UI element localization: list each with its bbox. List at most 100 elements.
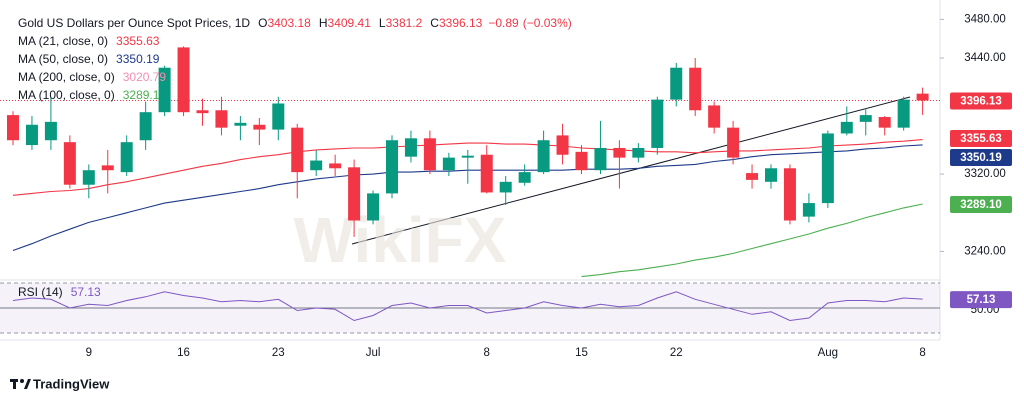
candle-body [765,168,777,182]
change-pct: (−0.03%) [523,16,572,30]
candle-body [367,193,380,221]
candle-body [783,168,796,221]
ohlc-label: L [379,16,386,30]
candle-body [329,163,342,169]
candle-body [404,138,417,157]
candle-body [916,93,929,101]
candle-body [177,47,190,113]
ohlc-label: C [430,16,439,30]
change: −0.89 [488,16,519,30]
price-badge [950,149,1012,166]
ma-legend: MA (100, close, 0) 3289.1 [18,88,160,102]
candle-body [82,170,95,185]
price-badge [950,195,1012,213]
legend-header: Gold US Dollars per Ounce Spot Prices, 1… [18,16,572,30]
ma-name: MA (21, close, 0) [18,34,108,48]
candle-body [386,140,398,194]
candle-body [196,110,209,114]
ma-line [581,203,923,278]
candle-body [632,147,645,158]
y-tick-label: 3440.00 [964,52,1006,64]
ma-line [12,139,923,196]
candle-body [859,115,872,122]
x-tick-label: 15 [575,347,588,359]
price-badge-label: 3355.63 [960,133,1002,145]
candle-body [840,121,853,134]
candle-body [537,140,550,173]
title: Gold US Dollars per Ounce Spot Prices, 1… [18,16,250,30]
ohlc-label: H [319,16,328,30]
ohlc-label: O [258,16,267,30]
x-tick-label: 9 [86,347,92,359]
ma-legend: MA (50, close, 0) 3350.19 [18,52,160,66]
candle-body [158,67,171,113]
price-badge-label: 3289.10 [960,199,1002,211]
candle-body [708,105,721,128]
ohlc-value: 3396.13 [439,16,483,30]
ma-value: 3289.1 [123,88,160,102]
ma-name: MA (50, close, 0) [18,52,108,66]
candle-body [272,103,285,130]
x-tick-label: Aug [818,347,838,359]
candle-body [442,157,455,171]
price-badge-label: 3396.13 [960,95,1002,107]
x-tick-label: 8 [919,347,925,359]
candle-body [556,135,569,155]
candle-body [689,67,702,111]
price-badge [950,130,1012,147]
rsi-line [12,291,923,322]
candle-body [670,67,683,100]
candle-body [480,154,493,193]
candle-body [613,147,626,158]
rsi-name: RSI (14) [18,285,63,299]
trend-line [351,96,911,245]
ma-value: 3350.19 [116,52,160,66]
price-badge [950,291,1012,309]
rsi-value: 57.13 [71,285,101,299]
candle-body [821,133,834,204]
ohlc-value: 3381.2 [386,16,423,30]
candle-body [291,127,304,173]
x-tick-label: 22 [670,347,683,359]
x-tick-label: 8 [484,347,490,359]
ma-name: MA (200, close, 0) [18,70,115,84]
y-tick-label: 3240.00 [964,245,1006,257]
candle-body [101,165,114,171]
price-badge-label: 3350.19 [960,152,1002,164]
candle-body [63,142,76,185]
x-tick-label: Jul [366,347,381,359]
brand-logo [10,379,31,389]
candle-body [499,181,512,193]
price-badge-label: 57.13 [967,294,996,306]
candle-body [727,127,740,158]
candle-body [594,147,607,171]
rsi-legend: RSI (14) 57.13 [18,285,101,299]
ma-value: 3020.79 [123,70,167,84]
brand-name: TradingView [33,376,110,391]
y-tick-label: 3480.00 [964,13,1006,25]
candle-body [518,172,531,183]
candle-body [575,151,588,171]
candle-body [7,115,19,141]
candle-body [25,124,38,146]
ma-legend: MA (200, close, 0) 3020.79 [18,70,166,84]
candle-body [746,173,759,180]
candle-body [215,110,228,128]
candle-body [44,121,57,141]
candle-body [878,117,891,128]
ma-legend: MA (21, close, 0) 3355.63 [18,34,160,48]
candle-body [348,167,361,221]
candle-body [253,124,266,130]
candle-body [423,138,436,171]
candle-body [310,160,323,171]
candle-body [651,99,664,148]
ma-name: MA (100, close, 0) [18,88,115,102]
x-tick-label: 16 [177,347,190,359]
y-tick-label: 3320.00 [964,168,1006,180]
ma-value: 3355.63 [116,34,160,48]
candle-body [139,112,152,141]
watermark: WikiFX [294,204,507,276]
price-badge [950,92,1012,110]
